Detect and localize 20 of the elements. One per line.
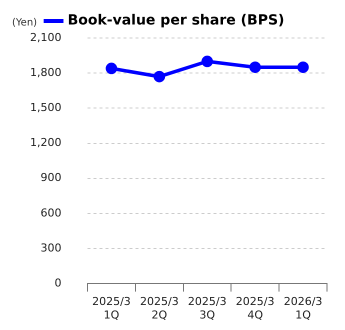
point — [249, 61, 261, 73]
x-tick-label: 2025/3 1Q — [92, 295, 131, 322]
y-axis-title: (Yen) — [12, 18, 38, 29]
x-tick-label: 2025/3 4Q — [236, 295, 274, 322]
y-tick-label: 0 — [54, 276, 62, 290]
y-tick-label: 1,800 — [30, 66, 62, 79]
x-tick-label: 2025/3 3Q — [188, 295, 227, 322]
x-tick-label: 2026/3 1Q — [284, 295, 322, 322]
y-tick-label: 900 — [40, 171, 62, 184]
y-tick-label: 2,100 — [30, 30, 62, 44]
point — [154, 70, 166, 82]
point — [201, 56, 213, 68]
y-tick-label: 600 — [40, 206, 62, 220]
x-tick-label: 2025/3 2Q — [140, 295, 179, 322]
legend-label: Book-value per share (BPS) — [68, 12, 284, 29]
point — [106, 62, 118, 74]
y-tick-label: 300 — [40, 241, 62, 254]
point — [297, 61, 309, 73]
y-tick-label: 1,200 — [30, 136, 62, 150]
y-tick-label: 1,500 — [30, 101, 62, 114]
